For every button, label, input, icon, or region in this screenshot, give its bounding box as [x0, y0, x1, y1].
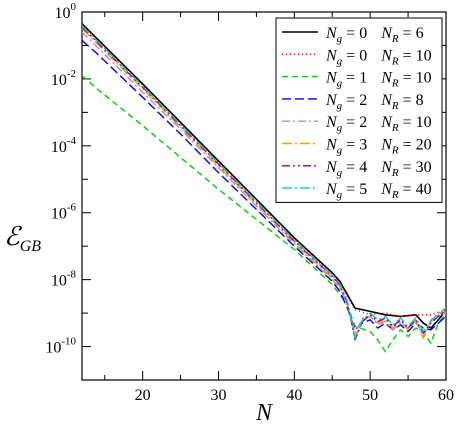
- legend-label-5: Ng = 3 NR = 20: [325, 137, 432, 157]
- y-axis-label-main: ℰ: [4, 222, 22, 251]
- legend-label-0: Ng = 0 NR = 6: [325, 25, 424, 45]
- plot-frame: [81, 11, 447, 381]
- y-axis-label: ℰGB: [4, 222, 41, 255]
- x-tick-label-0: 20: [135, 387, 151, 404]
- x-tick-label-1: 30: [211, 387, 227, 404]
- legend-label-4: Ng = 2 NR = 10: [325, 114, 432, 134]
- y-tick-label-4: 10-8: [51, 269, 77, 290]
- legend-box: [275, 17, 443, 203]
- series-line-2: [82, 75, 446, 353]
- x-tick-label-4: 60: [438, 387, 454, 404]
- legend-label-2: Ng = 1 NR = 10: [325, 70, 432, 90]
- x-tick-label-2: 40: [286, 387, 302, 404]
- y-tick-label-2: 10-4: [51, 135, 77, 156]
- series-line-0: [82, 23, 446, 329]
- axis-ticks: 20 30 40 50 60 100 10-2 10-4 10-6 10-8 10-10: [45, 1, 454, 404]
- y-tick-label-3: 10-6: [51, 202, 77, 223]
- series-line-4: [82, 31, 446, 338]
- y-tick-label-0: 100: [55, 1, 77, 22]
- legend-label-6: Ng = 4 NR = 30: [325, 159, 432, 179]
- y-tick-label-1: 10-2: [51, 68, 76, 89]
- y-axis-label-sub: GB: [20, 238, 42, 255]
- series-group: [82, 23, 446, 353]
- series-line-7: [82, 25, 446, 339]
- legend-label-7: Ng = 5 NR = 40: [325, 181, 432, 201]
- legend-label-3: Ng = 2 NR = 8: [325, 92, 424, 112]
- x-tick-label-3: 50: [362, 387, 378, 404]
- legend-label-1: Ng = 0 NR = 10: [325, 47, 432, 67]
- x-axis-label: N: [255, 400, 274, 426]
- y-tick-label-5: 10-10: [45, 336, 76, 357]
